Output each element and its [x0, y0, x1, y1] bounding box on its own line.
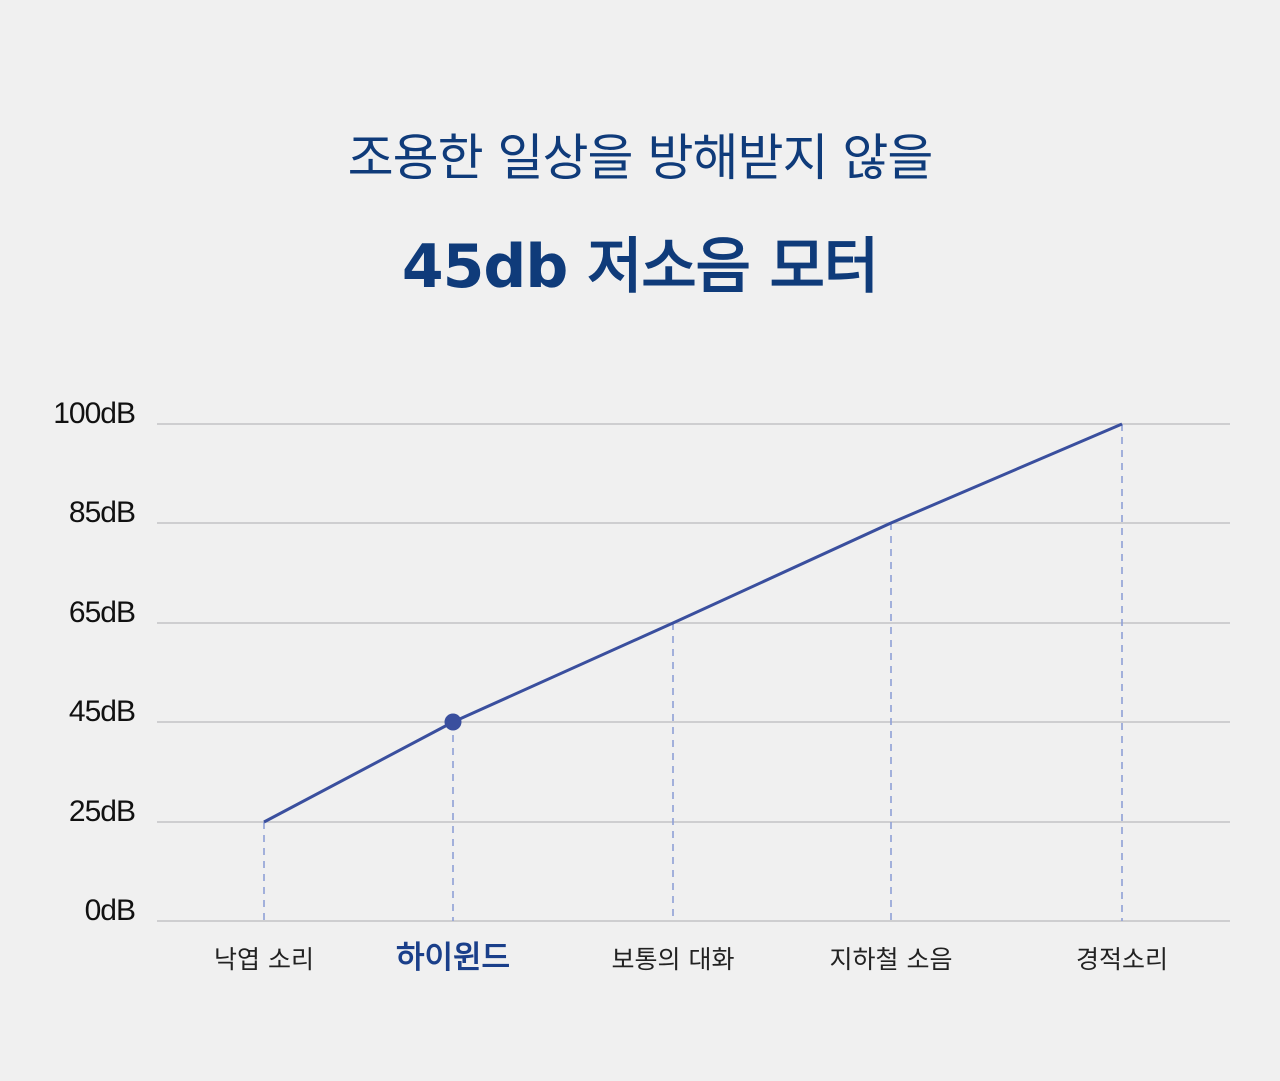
- y-tick-label: 25dB: [69, 795, 135, 828]
- grid-lines: [157, 423, 1230, 922]
- x-tick-label: 지하철 소음: [830, 945, 953, 974]
- x-tick-label-highlight: 하이윈드: [396, 940, 510, 976]
- y-tick-label: 65dB: [69, 596, 135, 629]
- series-line: [263, 422, 1123, 824]
- series-line-layer: [263, 422, 1123, 824]
- chart-subtitle: 45db 저소음 모터: [401, 232, 879, 302]
- y-tick-label: 100dB: [53, 397, 135, 430]
- y-tick-label: 85dB: [69, 496, 135, 529]
- y-axis-tick-labels: 0dB 25dB 45dB 65dB 85dB 100dB: [53, 397, 136, 927]
- drop-lines: [263, 424, 1123, 921]
- highlight-point: [444, 713, 462, 731]
- x-tick-label: 보통의 대화: [612, 945, 735, 974]
- y-tick-label: 0dB: [85, 894, 135, 927]
- y-tick-label: 45dB: [69, 695, 135, 728]
- x-tick-label: 경적소리: [1076, 945, 1168, 974]
- x-tick-label: 낙엽 소리: [214, 945, 314, 974]
- x-axis-tick-labels: 낙엽 소리 하이윈드 보통의 대화 지하철 소음 경적소리: [214, 940, 1168, 976]
- chart-title: 조용한 일상을 방해받지 않을: [347, 129, 934, 187]
